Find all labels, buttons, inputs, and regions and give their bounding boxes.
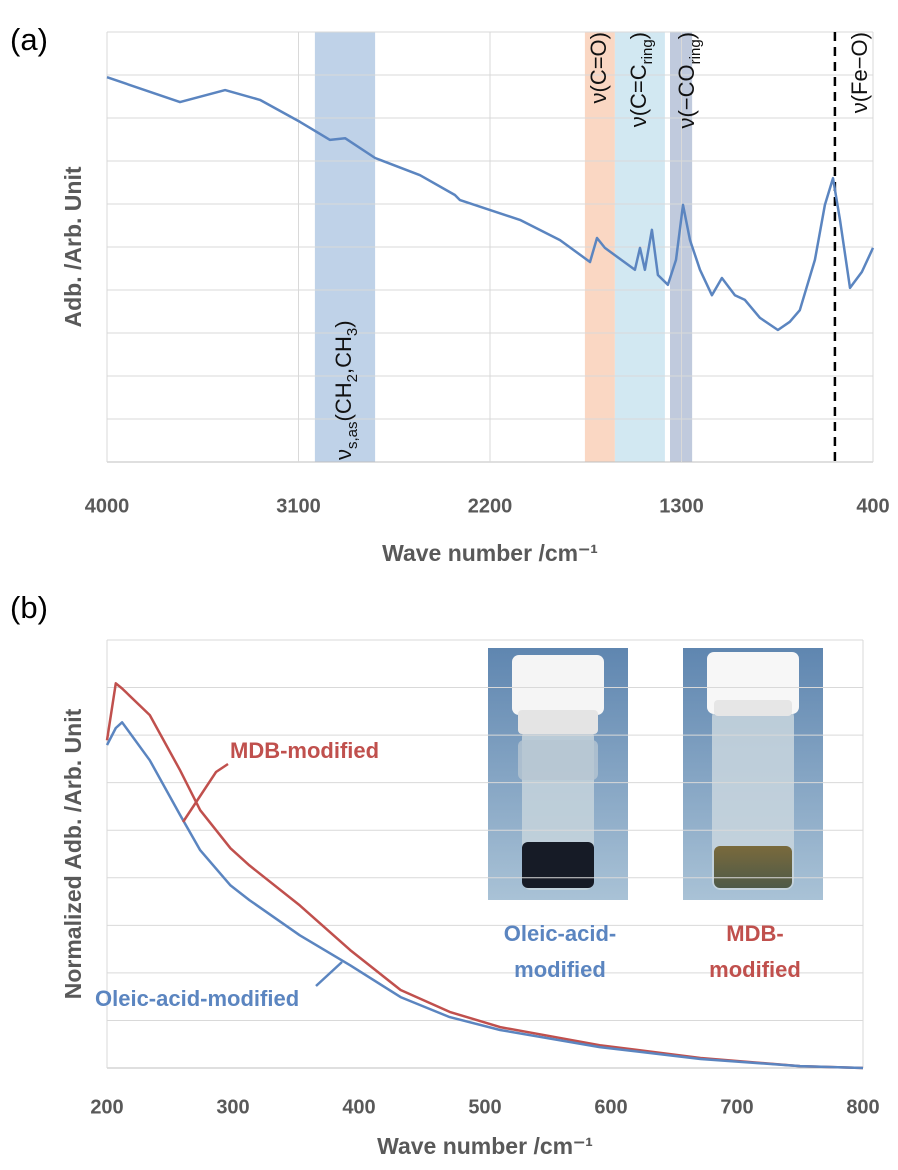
x-tick-label: 800 [846, 1096, 879, 1118]
x-tick-label: 2200 [468, 495, 513, 517]
panel-label: (b) [10, 590, 48, 625]
x-tick-label: 300 [216, 1096, 249, 1118]
y-axis-title: Adb. /Arb. Unit [60, 166, 86, 327]
x-tick-label: 1300 [659, 495, 704, 517]
annotation: νs,as(CH2,CH3) [331, 320, 362, 460]
x-axis-title: Wave number /cm⁻¹ [377, 1133, 593, 1159]
text-part: (CH [331, 382, 356, 421]
subscript: 2 [344, 374, 361, 382]
subscript: ring [688, 39, 705, 64]
photo-caption: modified [514, 957, 606, 982]
photo-oleic [488, 648, 628, 900]
subscript: ring [639, 39, 656, 64]
data-line [105, 721, 864, 1070]
annotation: ν(−COring) [674, 32, 705, 129]
text-part: ) [626, 32, 651, 39]
text-part: ν(C=C [626, 64, 651, 127]
data-line [106, 76, 875, 332]
callout-line [315, 961, 343, 987]
photo-caption: Oleic-acid- [504, 921, 616, 946]
x-tick-label: 400 [342, 1096, 375, 1118]
series-label: MDB-modified [230, 738, 379, 763]
subscript: s,as [344, 421, 361, 449]
annotation: ν(C=O) [586, 32, 611, 104]
x-tick-label: 3100 [276, 495, 321, 517]
text-part: ν(C=O) [586, 32, 611, 104]
series-label: Oleic-acid-modified [95, 986, 299, 1011]
panel-label: (a) [10, 22, 48, 57]
text-part: ν(Fe−O) [847, 32, 872, 113]
text-part: ) [331, 320, 356, 327]
text-part: ,CH [331, 336, 356, 374]
x-tick-label: 400 [856, 495, 889, 517]
x-tick-label: 200 [90, 1096, 123, 1118]
callout-line [181, 762, 229, 823]
x-tick-label: 700 [720, 1096, 753, 1118]
annotation: ν(Fe−O) [847, 32, 872, 113]
subscript: 3 [344, 328, 361, 336]
annotation: ν(C=Cring) [626, 32, 657, 127]
x-tick-label: 4000 [85, 495, 130, 517]
photo-caption: MDB- [726, 921, 783, 946]
x-axis-title: Wave number /cm⁻¹ [382, 540, 598, 566]
text-part: ν(−CO [674, 64, 699, 128]
text-part: ) [674, 32, 699, 39]
data-line [105, 682, 864, 1070]
x-tick-label: 500 [468, 1096, 501, 1118]
photo-mdb [683, 648, 823, 900]
text-part: ν [331, 449, 356, 460]
photo-caption: modified [709, 957, 801, 982]
y-axis-title: Normalized Adb. /Arb. Unit [60, 708, 86, 999]
x-tick-label: 600 [594, 1096, 627, 1118]
